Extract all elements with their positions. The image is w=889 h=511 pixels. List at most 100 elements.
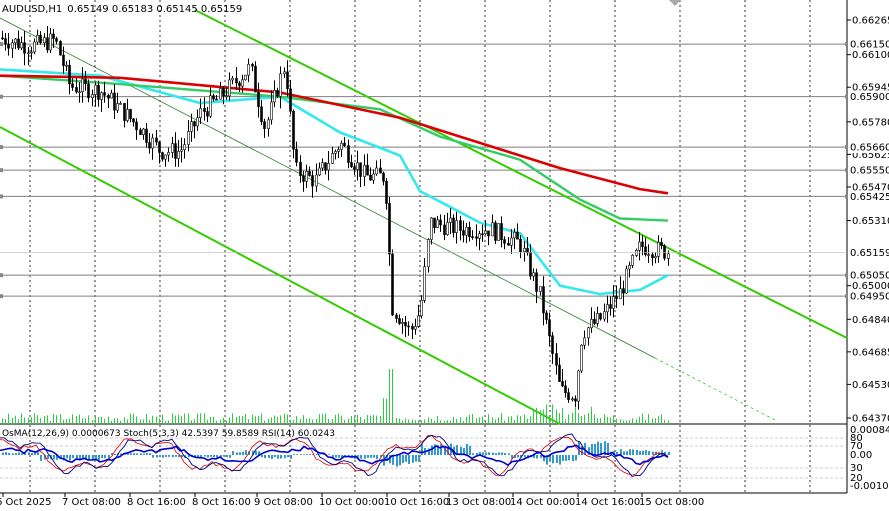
- osma-bar: [498, 452, 500, 455]
- level-handle[interactable]: [845, 168, 848, 173]
- candle-body: [324, 162, 327, 171]
- level-label-bg: [848, 269, 889, 282]
- candle-body: [302, 175, 305, 182]
- candle-body: [247, 63, 250, 76]
- candle-body: [385, 180, 388, 204]
- osma-bar: [293, 454, 295, 455]
- candle-body: [183, 144, 186, 151]
- chart-shift-marker[interactable]: [669, 0, 681, 6]
- candle-body: [551, 335, 554, 354]
- indicator-tick-label: 80: [850, 433, 863, 444]
- candle-body: [257, 91, 260, 108]
- osma-bar: [428, 448, 430, 455]
- osma-bar: [92, 455, 94, 461]
- osma-bar: [242, 451, 244, 455]
- candle-body: [215, 98, 218, 101]
- osma-bar: [104, 455, 106, 459]
- level-price-label: 0.66150: [850, 40, 889, 51]
- candle-body: [292, 110, 295, 150]
- trend-channel[interactable]: [0, 9, 848, 425]
- candle-body: [84, 78, 87, 84]
- osma-bar: [572, 455, 574, 462]
- osma-bar: [418, 455, 420, 462]
- osma-bar: [309, 454, 311, 455]
- current-price-label: 0.65159: [850, 248, 889, 259]
- candle-body: [350, 162, 353, 168]
- osma-bar: [645, 450, 647, 455]
- candle-body: [321, 162, 324, 169]
- candle-body: [113, 92, 116, 111]
- osma-bar: [552, 455, 554, 464]
- osma-bar: [642, 450, 644, 455]
- osma-bar: [264, 455, 266, 459]
- candle-body: [219, 88, 222, 100]
- osma-bar: [133, 453, 135, 455]
- channel-lower-line[interactable]: [0, 126, 561, 425]
- osma-bar: [332, 455, 334, 458]
- candle-body: [599, 313, 602, 320]
- level-handle[interactable]: [845, 294, 848, 299]
- osma-bar: [300, 454, 302, 455]
- osma-bar: [594, 444, 596, 455]
- osma-bar: [351, 455, 353, 458]
- candle-body: [161, 152, 164, 160]
- osma-bar: [626, 451, 628, 455]
- candle-body: [663, 245, 666, 259]
- candle-body: [372, 173, 375, 181]
- osma-bar: [556, 455, 558, 463]
- level-price-label: 0.65425: [850, 192, 889, 203]
- level-handle[interactable]: [0, 194, 3, 199]
- level-handle[interactable]: [0, 42, 3, 47]
- level-handle[interactable]: [0, 145, 3, 150]
- horizontal-levels: [0, 42, 848, 299]
- level-handle[interactable]: [0, 94, 3, 99]
- candle-body: [609, 304, 612, 309]
- candle-body: [11, 42, 14, 49]
- level-handle[interactable]: [845, 273, 848, 278]
- candle-body: [635, 249, 638, 256]
- candle-body: [241, 79, 244, 87]
- candle-body: [439, 219, 442, 226]
- candle-body: [289, 88, 292, 112]
- vertical-grid: [29, 0, 811, 493]
- candle-body: [452, 217, 455, 233]
- candle-body: [548, 319, 551, 337]
- osma-bar: [98, 455, 100, 461]
- level-handle[interactable]: [845, 194, 848, 199]
- osma-bar: [447, 446, 449, 455]
- osma-bar: [79, 455, 81, 460]
- candle-body: [571, 398, 574, 401]
- level-handle[interactable]: [0, 168, 3, 173]
- osma-bar: [204, 455, 206, 457]
- candle-body: [631, 255, 634, 266]
- candle-body: [436, 219, 439, 228]
- osma-bar: [40, 455, 42, 461]
- candle-body: [318, 167, 321, 176]
- osma-bar: [277, 455, 279, 459]
- candle-body: [59, 41, 62, 56]
- level-handle[interactable]: [845, 94, 848, 99]
- osma-bar: [652, 451, 654, 455]
- candle-body: [203, 108, 206, 112]
- candle-body: [667, 253, 670, 259]
- osma-bar: [178, 455, 180, 458]
- osma-bar: [376, 455, 378, 459]
- level-handle[interactable]: [845, 42, 848, 47]
- candle-body: [334, 151, 337, 154]
- candle-body: [443, 224, 446, 235]
- candle-body: [27, 52, 30, 55]
- time-label: 8 Oct 16:00: [127, 497, 186, 508]
- channel-upper-line[interactable]: [194, 9, 848, 339]
- level-handle[interactable]: [0, 294, 3, 299]
- osma-bar: [140, 453, 142, 455]
- candle-body: [212, 95, 215, 100]
- level-handle[interactable]: [845, 145, 848, 150]
- osma-bar: [319, 454, 321, 455]
- candle-body: [359, 162, 362, 177]
- level-handle[interactable]: [0, 273, 3, 278]
- price-tick-label: 0.65625: [852, 150, 889, 161]
- osma-bar: [460, 446, 462, 455]
- channel-mid-line[interactable]: [0, 17, 656, 359]
